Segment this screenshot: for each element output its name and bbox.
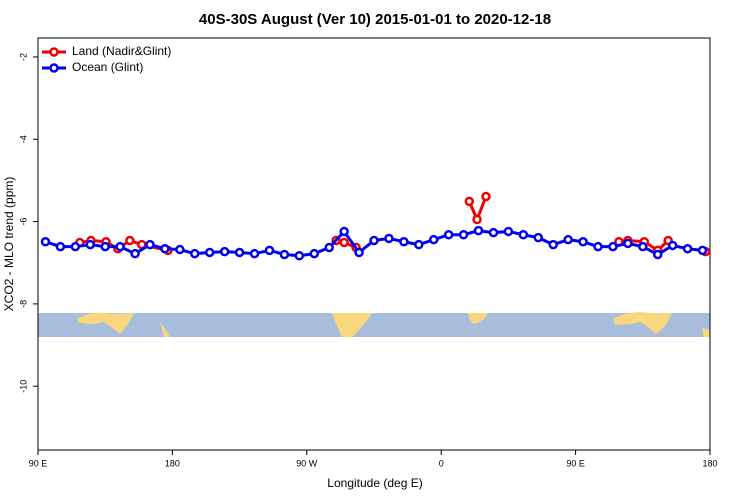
map-strip	[38, 312, 710, 337]
data-point	[130, 248, 140, 259]
y-tick-label: -2	[18, 53, 28, 61]
data-point	[85, 239, 96, 250]
data-point	[563, 234, 573, 245]
legend-label: Ocean (Glint)	[72, 60, 143, 74]
data-point	[125, 235, 135, 246]
data-point	[593, 241, 603, 252]
data-point	[294, 250, 305, 261]
data-point	[443, 229, 454, 240]
data-point	[638, 241, 648, 252]
data-point	[667, 240, 678, 251]
data-point	[464, 196, 475, 207]
data-point	[518, 229, 529, 240]
chart-title: 40S-30S August (Ver 10) 2015-01-01 to 20…	[199, 11, 551, 28]
data-point	[472, 214, 482, 225]
data-point	[414, 239, 424, 250]
legend-marker	[49, 47, 59, 57]
data-point	[384, 233, 394, 244]
x-tick-label: 90 E	[566, 458, 585, 468]
data-point	[682, 243, 693, 254]
data-point	[339, 237, 349, 248]
data-point	[204, 247, 215, 258]
y-axis-label: XCO2 - MLO trend (ppm)	[2, 177, 16, 312]
data-point	[623, 238, 633, 249]
data-point	[481, 191, 491, 202]
data-point	[55, 241, 66, 252]
y-tick-label: -6	[18, 218, 28, 226]
x-axis-label: Longitude (deg E)	[327, 476, 422, 490]
x-tick-label: 180	[165, 458, 180, 468]
data-point	[264, 245, 275, 256]
data-point	[219, 246, 230, 257]
data-point	[369, 235, 379, 246]
data-point	[697, 245, 708, 256]
data-point	[234, 247, 245, 258]
data-point	[548, 239, 558, 250]
data-point	[70, 241, 81, 252]
data-point	[354, 247, 364, 258]
data-point	[190, 248, 200, 259]
legend-label: Land (Nadir&Glint)	[72, 44, 171, 58]
data-point	[160, 243, 170, 254]
x-tick-label: 90 E	[29, 458, 48, 468]
data-point	[145, 239, 155, 250]
legend-marker	[49, 63, 59, 73]
data-point	[339, 226, 349, 237]
data-point	[458, 229, 469, 240]
y-tick-label: -4	[18, 135, 28, 143]
data-point	[324, 242, 334, 253]
data-point	[115, 241, 125, 252]
data-point	[279, 249, 290, 260]
plot-frame	[37, 37, 711, 451]
data-point	[503, 226, 514, 237]
x-tick-label: 180	[702, 458, 717, 468]
y-tick-label: -8	[18, 300, 28, 308]
data-point	[488, 227, 499, 238]
data-point	[473, 225, 484, 236]
data-point	[309, 248, 320, 259]
x-tick-label: 90 W	[296, 458, 318, 468]
y-tick-label: -10	[18, 380, 28, 393]
data-point	[175, 244, 185, 255]
data-point	[249, 248, 260, 259]
data-point	[100, 241, 110, 252]
data-point	[40, 236, 51, 247]
x-tick-label: 0	[439, 458, 444, 468]
data-point	[428, 234, 439, 245]
data-point	[608, 241, 618, 252]
data-point	[578, 236, 588, 247]
data-point	[533, 232, 544, 243]
data-point	[652, 249, 663, 260]
data-point	[399, 236, 409, 247]
